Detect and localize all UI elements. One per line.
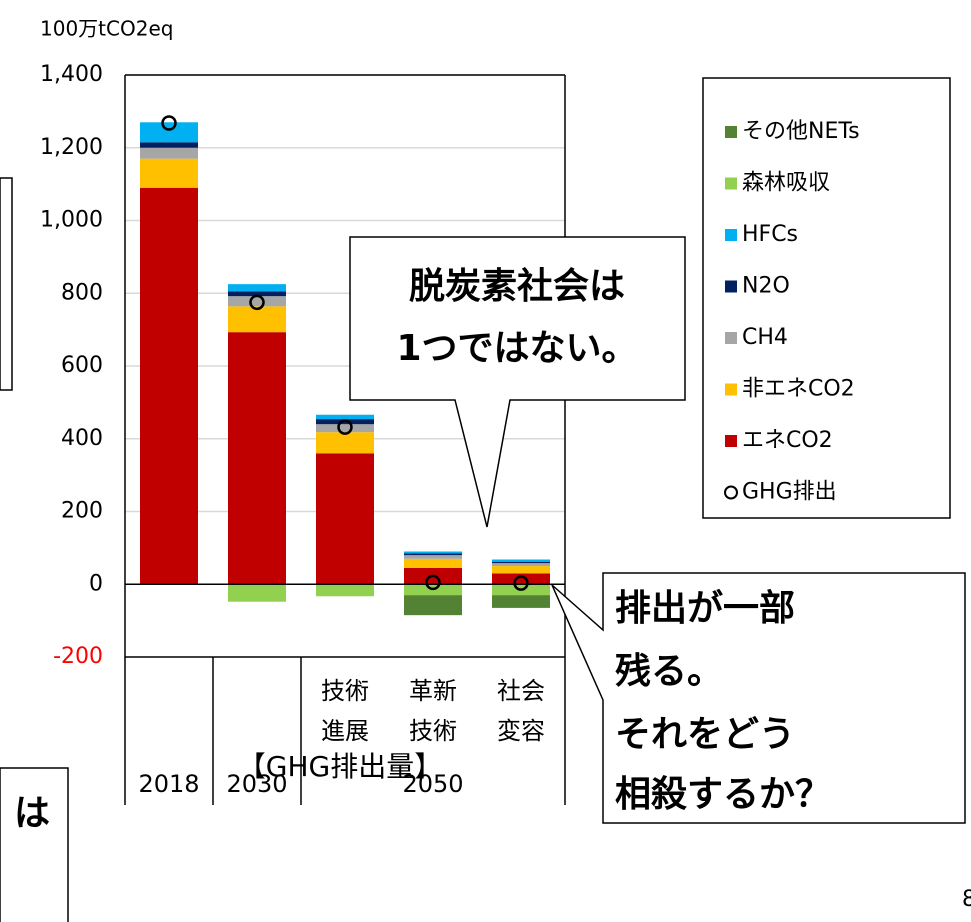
- bar-segment: [228, 332, 286, 585]
- x-tick-label: 技術: [409, 717, 457, 745]
- y-tick-label: 1,000: [40, 208, 103, 233]
- bar-segment: [316, 424, 374, 433]
- ghg-marker: [161, 115, 177, 131]
- bar-segment: [140, 122, 198, 143]
- legend-swatch: [725, 280, 737, 293]
- plot: -20002004006008001,0001,2001,400技術進展革新技術…: [40, 62, 566, 805]
- legend-swatch: [725, 229, 737, 241]
- legend: その他NETs 森林吸収 HFCs N2O CH4 非エネCO2 エネCO2 GHG排出: [724, 119, 860, 505]
- bar-segment: [140, 147, 198, 159]
- bar-segment: [404, 555, 462, 559]
- ghg-marker: [337, 419, 353, 435]
- callout: [551, 572, 966, 824]
- legend-label: 非エネCO2: [742, 377, 855, 402]
- bar-segment: [140, 187, 198, 585]
- legend-marker: [724, 485, 738, 500]
- bar-segment: [140, 142, 198, 148]
- bar-segment: [316, 432, 374, 454]
- y-tick-label: 600: [61, 353, 103, 378]
- bar-segment: [228, 306, 286, 333]
- bar-segment: [404, 551, 462, 554]
- legend-swatch: [725, 126, 737, 138]
- x-tick-label: 社会: [497, 677, 545, 705]
- bar-segment: [492, 566, 550, 574]
- group-label: 2050: [402, 770, 463, 798]
- y-tick-label: 0: [89, 571, 103, 596]
- legend-swatch: [725, 435, 737, 447]
- bar-segment: [228, 284, 286, 292]
- bar-segment: [140, 158, 198, 188]
- callout-text: 相殺するか？: [615, 774, 831, 815]
- y-tick-label: 1,200: [40, 135, 103, 160]
- legend-swatch: [725, 332, 737, 344]
- bar-segment: [228, 291, 286, 297]
- axis-label: 【GHG排出量】: [238, 750, 442, 783]
- bar-segment: [492, 595, 550, 608]
- bar-segment: [404, 558, 462, 568]
- bar-segment: [316, 453, 374, 585]
- callout-text: 残る。: [615, 651, 723, 692]
- bar-segment: [492, 573, 550, 585]
- bar-segment: [492, 563, 550, 567]
- bar-segment: [492, 559, 550, 562]
- y-tick-label: 800: [61, 280, 103, 305]
- bar-segment: [492, 561, 550, 564]
- legend-label: 森林吸収: [742, 171, 830, 196]
- unit-label: 100万tCO2eq: [40, 17, 173, 41]
- bar-segment: [404, 553, 462, 556]
- x-tick-label: 変容: [497, 717, 545, 745]
- y-tick-label: 200: [61, 499, 103, 524]
- group-label: 2018: [138, 770, 199, 798]
- ghg-marker: [249, 294, 265, 311]
- x-tick-label: 進展: [321, 717, 369, 745]
- page-number: 8: [962, 887, 971, 912]
- callout: [349, 236, 686, 528]
- legend-box: [702, 77, 951, 519]
- x-tick-label: 技術: [321, 677, 369, 705]
- group-label: 2030: [226, 770, 287, 798]
- y-tick-label: 1,400: [40, 62, 103, 87]
- cut-box: [0, 177, 13, 391]
- legend-swatch: [725, 177, 737, 190]
- legend-label: エネCO2: [742, 428, 833, 453]
- bar-segment: [228, 296, 286, 307]
- x-tick-label: 革新: [409, 677, 457, 705]
- callout-text: それをどう: [615, 714, 795, 755]
- bar-segment: [316, 414, 374, 420]
- legend-label: その他NETs: [742, 119, 860, 144]
- legend-label: N2O: [742, 274, 790, 299]
- legend-label: HFCs: [742, 222, 798, 247]
- bar-segment: [316, 584, 374, 597]
- bar-segment: [404, 595, 462, 616]
- ghg-marker: [425, 574, 441, 591]
- legend-label: CH4: [742, 325, 788, 350]
- y-tick-label: -200: [53, 644, 103, 669]
- callout-text: 脱炭素社会は: [409, 266, 625, 307]
- callout-text: 1つではない。: [396, 328, 637, 369]
- legend-label: GHG排出: [742, 480, 837, 505]
- callout-text: 排出が一部: [615, 588, 795, 629]
- cut-box: [0, 767, 69, 922]
- y-tick-label: 400: [61, 426, 103, 451]
- legend-swatch: [725, 383, 737, 396]
- cut-text: は: [14, 793, 50, 834]
- ghg-marker: [513, 575, 529, 591]
- bar-segment: [228, 584, 286, 602]
